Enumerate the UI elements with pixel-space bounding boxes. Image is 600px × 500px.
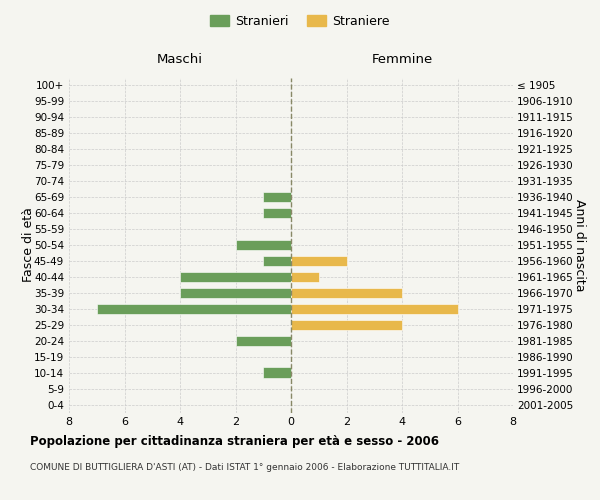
Text: Popolazione per cittadinanza straniera per età e sesso - 2006: Popolazione per cittadinanza straniera p…	[30, 435, 439, 448]
Bar	[263, 208, 291, 218]
Y-axis label: Fasce di età: Fasce di età	[22, 208, 35, 282]
Bar	[263, 368, 291, 378]
Text: Maschi: Maschi	[157, 53, 203, 66]
Text: COMUNE DI BUTTIGLIERA D'ASTI (AT) - Dati ISTAT 1° gennaio 2006 - Elaborazione TU: COMUNE DI BUTTIGLIERA D'ASTI (AT) - Dati…	[30, 462, 459, 471]
Bar	[235, 240, 291, 250]
Bar	[291, 256, 347, 266]
Legend: Stranieri, Straniere: Stranieri, Straniere	[206, 11, 394, 32]
Bar	[180, 272, 291, 282]
Text: Femmine: Femmine	[371, 53, 433, 66]
Bar	[291, 320, 402, 330]
Bar	[291, 304, 458, 314]
Bar	[263, 256, 291, 266]
Y-axis label: Anni di nascita: Anni di nascita	[573, 198, 586, 291]
Bar	[235, 336, 291, 346]
Bar	[291, 272, 319, 282]
Bar	[97, 304, 291, 314]
Bar	[291, 288, 402, 298]
Bar	[263, 192, 291, 202]
Bar	[180, 288, 291, 298]
